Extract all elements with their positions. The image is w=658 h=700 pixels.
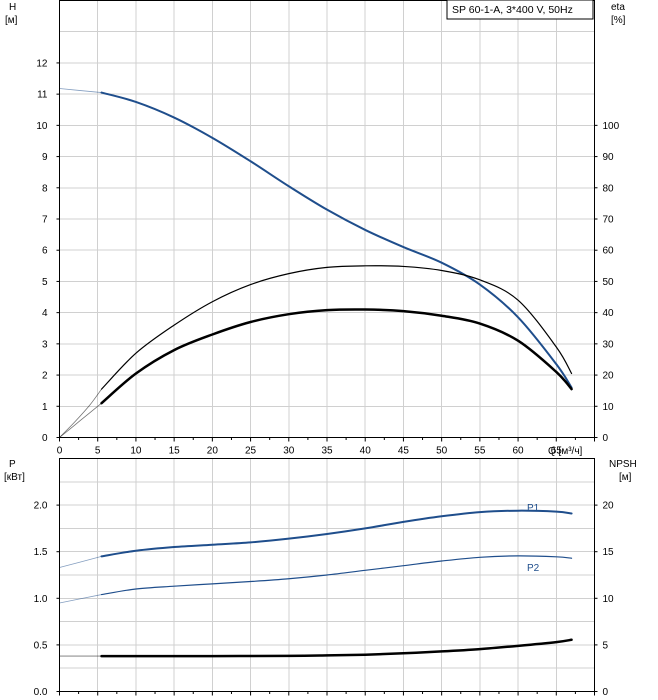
eta_total-curve-extension	[59, 402, 102, 438]
power-npsh-panel: 0.0 0.5 1.0 1.5 2.0 0 5 10 15 20 P [кВт] NPSH [м]…	[4, 458, 637, 698]
left-tick-label: 12	[36, 58, 48, 69]
head-curve-extension	[59, 88, 102, 93]
h-axis-unit: [м]	[5, 15, 18, 26]
x-tick-label: 10	[130, 446, 142, 457]
P2-curve	[100, 555, 573, 596]
pump-legend-box	[446, 0, 594, 20]
left-tick-label: 5	[42, 277, 48, 288]
x-tick-label: 30	[283, 446, 295, 457]
pump-legend-text: SP 60-1-A, 3*400 V, 50Hz	[452, 4, 573, 16]
P1-curve-extension	[59, 555, 102, 568]
right-tick-label: 60	[603, 246, 615, 257]
right-tick-label: 80	[603, 183, 615, 194]
bottom-plot-frame	[59, 458, 595, 692]
x-tick-label: 15	[169, 446, 181, 457]
x-tick-label: 5	[95, 446, 101, 457]
right-tick-label: 0	[603, 433, 609, 444]
NPSH-curve	[100, 638, 573, 658]
x-tick-label: 65	[551, 446, 563, 457]
left-tick-label: 0.0	[34, 687, 48, 698]
left-tick-label: 6	[42, 246, 48, 257]
P2-curve-extension	[59, 594, 102, 604]
left-tick-label: 10	[36, 121, 48, 132]
q-axis-label: Q [м³/ч]	[548, 446, 583, 457]
x-tick-label: 50	[436, 446, 448, 457]
right-tick-label: 15	[603, 547, 615, 558]
npsh-axis-title: NPSH	[609, 459, 637, 470]
eta-axis-title: eta	[611, 2, 625, 13]
P1-curve	[100, 509, 573, 558]
top-plot-frame	[59, 0, 595, 438]
right-tick-label: 70	[603, 215, 615, 226]
left-tick-label: 1.5	[34, 547, 48, 558]
left-tick-label: 9	[42, 152, 48, 163]
right-tick-label: 10	[603, 594, 615, 605]
right-tick-label: 30	[603, 339, 615, 350]
left-tick-label: 0	[42, 433, 48, 444]
x-tick-label: 0	[57, 446, 63, 457]
left-tick-label: 4	[42, 308, 48, 319]
h-axis-title: H	[9, 2, 16, 13]
x-tick-label: 40	[360, 446, 372, 457]
top-curves	[59, 88, 573, 438]
left-tick-label: 0.5	[34, 640, 48, 651]
p2-series-label: P2	[527, 563, 540, 574]
eta-axis-unit: [%]	[611, 15, 626, 26]
left-tick-label: 2.0	[34, 501, 48, 512]
head-curve	[100, 91, 573, 389]
x-tick-label: 55	[474, 446, 486, 457]
x-tick-label: 45	[398, 446, 410, 457]
left-tick-label: 1.0	[34, 594, 48, 605]
right-tick-label: 20	[603, 371, 615, 382]
x-tick-label: 35	[321, 446, 333, 457]
npsh-axis-unit: [м]	[619, 472, 632, 483]
right-tick-label: 0	[603, 687, 609, 698]
eta_pump-curve	[100, 265, 573, 390]
eta_total-curve	[100, 308, 573, 405]
eta_pump-curve-extension	[59, 388, 102, 438]
left-tick-label: 11	[37, 90, 48, 101]
left-tick-label: 8	[42, 183, 48, 194]
left-tick-label: 3	[42, 339, 48, 350]
right-tick-label: 40	[603, 308, 615, 319]
left-tick-label: 1	[42, 402, 48, 413]
right-tick-label: 5	[603, 640, 609, 651]
right-tick-label: 100	[603, 121, 620, 132]
x-tick-label: 20	[207, 446, 219, 457]
p-axis-unit: [кВт]	[4, 472, 25, 483]
right-tick-label: 10	[603, 402, 615, 413]
left-tick-label: 7	[42, 215, 48, 226]
right-tick-label: 20	[603, 501, 615, 512]
x-tick-label: 60	[513, 446, 525, 457]
x-tick-label: 25	[245, 446, 257, 457]
right-tick-label: 50	[603, 277, 615, 288]
right-tick-label: 90	[603, 152, 615, 163]
bottom-curves	[59, 509, 573, 658]
left-tick-label: 2	[42, 371, 48, 382]
p1-series-label: P1	[527, 503, 540, 514]
p-axis-title: P	[9, 459, 16, 470]
